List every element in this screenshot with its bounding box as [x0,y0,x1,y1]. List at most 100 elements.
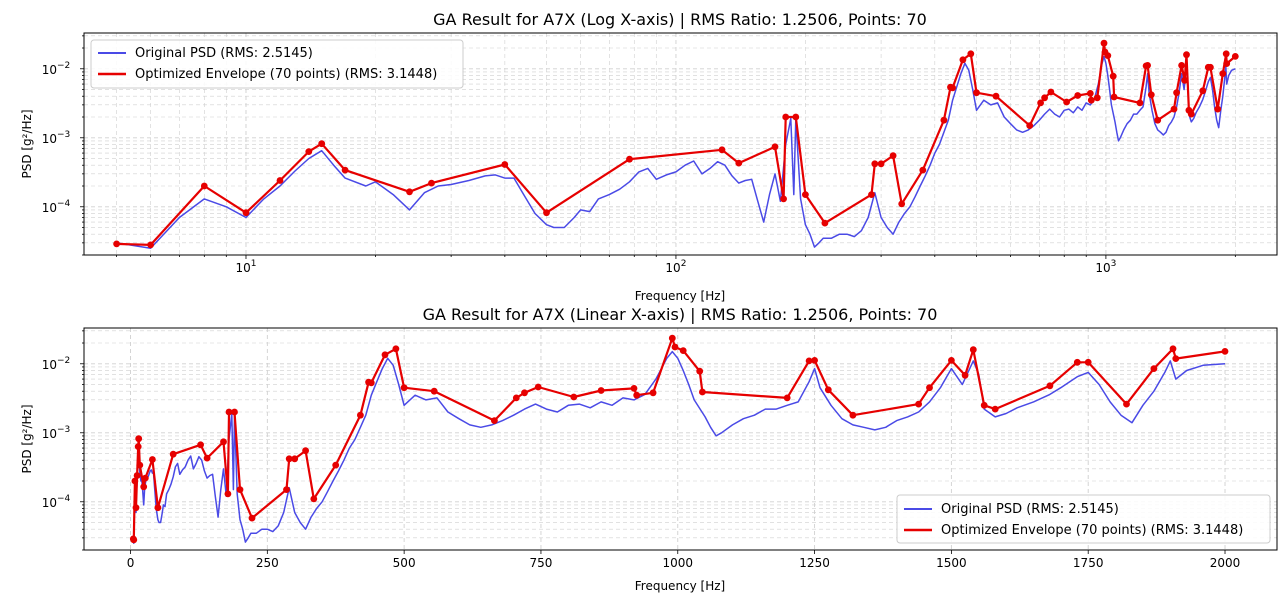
envelope-point [948,357,955,364]
envelope-point [430,387,438,395]
envelope-point [633,391,641,399]
envelope-point [512,394,520,402]
x-tick-label: 102 [665,259,686,275]
envelope-point [780,195,787,203]
envelope-point [367,379,375,387]
envelope-point [141,474,149,482]
envelope-point [283,486,290,493]
x-tick-label: 2000 [1210,556,1241,570]
original-psd-line [116,55,1236,250]
envelope-point [771,143,779,151]
envelope-point [992,92,1000,100]
envelope-point [1169,345,1177,353]
envelope-point [1110,93,1118,101]
x-tick-label: 500 [393,556,416,570]
linear-x-panel: GA Result for A7X (Linear X-axis) | RMS … [20,305,1278,593]
envelope-point [501,161,509,168]
envelope-point [224,490,232,498]
envelope-point [1136,99,1144,107]
envelope-point [1087,96,1095,104]
envelope-point [302,447,309,455]
envelope-point [1144,62,1151,69]
envelope-point [1170,105,1178,113]
envelope-point [1026,122,1034,129]
envelope-point [1073,358,1081,366]
x-tick-labels: 101 102 103 [235,259,1116,275]
envelope-point [679,347,687,354]
envelope-point [1109,72,1117,80]
envelope-point [131,477,139,485]
y-tick-label: 10−3 [42,130,71,146]
envelope-point [428,179,435,187]
envelope-point [1221,348,1229,355]
envelope-point [200,182,208,190]
envelope-point [940,116,948,124]
x-tick-label: 250 [256,556,279,570]
envelope-point [630,385,638,392]
envelope-point [824,386,832,394]
envelope-point [491,417,498,424]
envelope-point [626,155,633,163]
envelope-point [147,241,155,249]
legend-envelope-label: Optimized Envelope (70 points) (RMS: 3.1… [941,523,1243,538]
log-x-panel: GA Result for A7X (Log X-axis) | RMS Rat… [20,10,1278,303]
envelope-point [392,345,400,353]
envelope-point [1123,400,1130,408]
legend-original-label: Original PSD (RMS: 2.5145) [135,46,313,61]
envelope-point [332,461,340,469]
envelope-point [134,443,142,450]
envelope-point [276,177,284,184]
original-psd-series [132,350,1226,545]
envelope-point [792,113,800,121]
envelope-point [543,209,550,217]
envelope-point [849,411,857,419]
envelope-point [136,461,144,469]
envelope-point [1173,89,1180,97]
envelope-point [310,495,318,503]
envelope-point [668,334,676,342]
envelope-point [1150,365,1158,372]
envelope-point [220,438,227,446]
envelope-point [980,401,988,409]
envelope-point [1100,39,1108,47]
envelope-point [991,405,999,413]
envelope-point [133,472,141,479]
envelope-point [357,411,364,419]
legend-envelope-label: Optimized Envelope (70 points) (RMS: 3.1… [135,67,437,82]
envelope-point [1181,76,1189,84]
envelope-point [1214,105,1222,113]
envelope-point [406,188,413,196]
envelope-point [1084,358,1092,366]
envelope-point [1172,355,1180,362]
envelope-point [915,400,922,408]
envelope-point [889,152,897,160]
envelope-series [129,334,1229,544]
x-tick-label: 750 [529,556,552,570]
envelope-point [318,140,326,148]
envelope-point [381,351,389,359]
envelope-point [1219,70,1227,77]
legend: Original PSD (RMS: 2.5145) Optimized Env… [896,494,1271,544]
original-psd-line [132,350,1226,545]
original-psd-series [116,55,1236,250]
x-tick-label: 101 [235,259,256,275]
envelope-point [967,50,975,58]
envelope-point [1093,94,1101,102]
envelope-point [802,191,809,199]
envelope-point [236,486,244,493]
envelope-point [699,388,706,396]
y-axis-label: PSD [g²/Hz] [20,109,34,178]
envelope-point [1199,87,1207,95]
chart-title: GA Result for A7X (Linear X-axis) | RMS … [423,305,938,324]
x-axis-label: Frequency [Hz] [635,579,726,593]
envelope-point [868,191,875,199]
envelope-point [400,384,408,392]
envelope-point [1223,60,1231,67]
x-tick-label: 1500 [936,556,967,570]
envelope-point [1178,62,1185,69]
legend-box [896,494,1271,544]
envelope-point [783,394,791,402]
envelope-point [805,357,813,365]
y-tick-labels: 10−4 10−3 10−2 [42,356,71,510]
